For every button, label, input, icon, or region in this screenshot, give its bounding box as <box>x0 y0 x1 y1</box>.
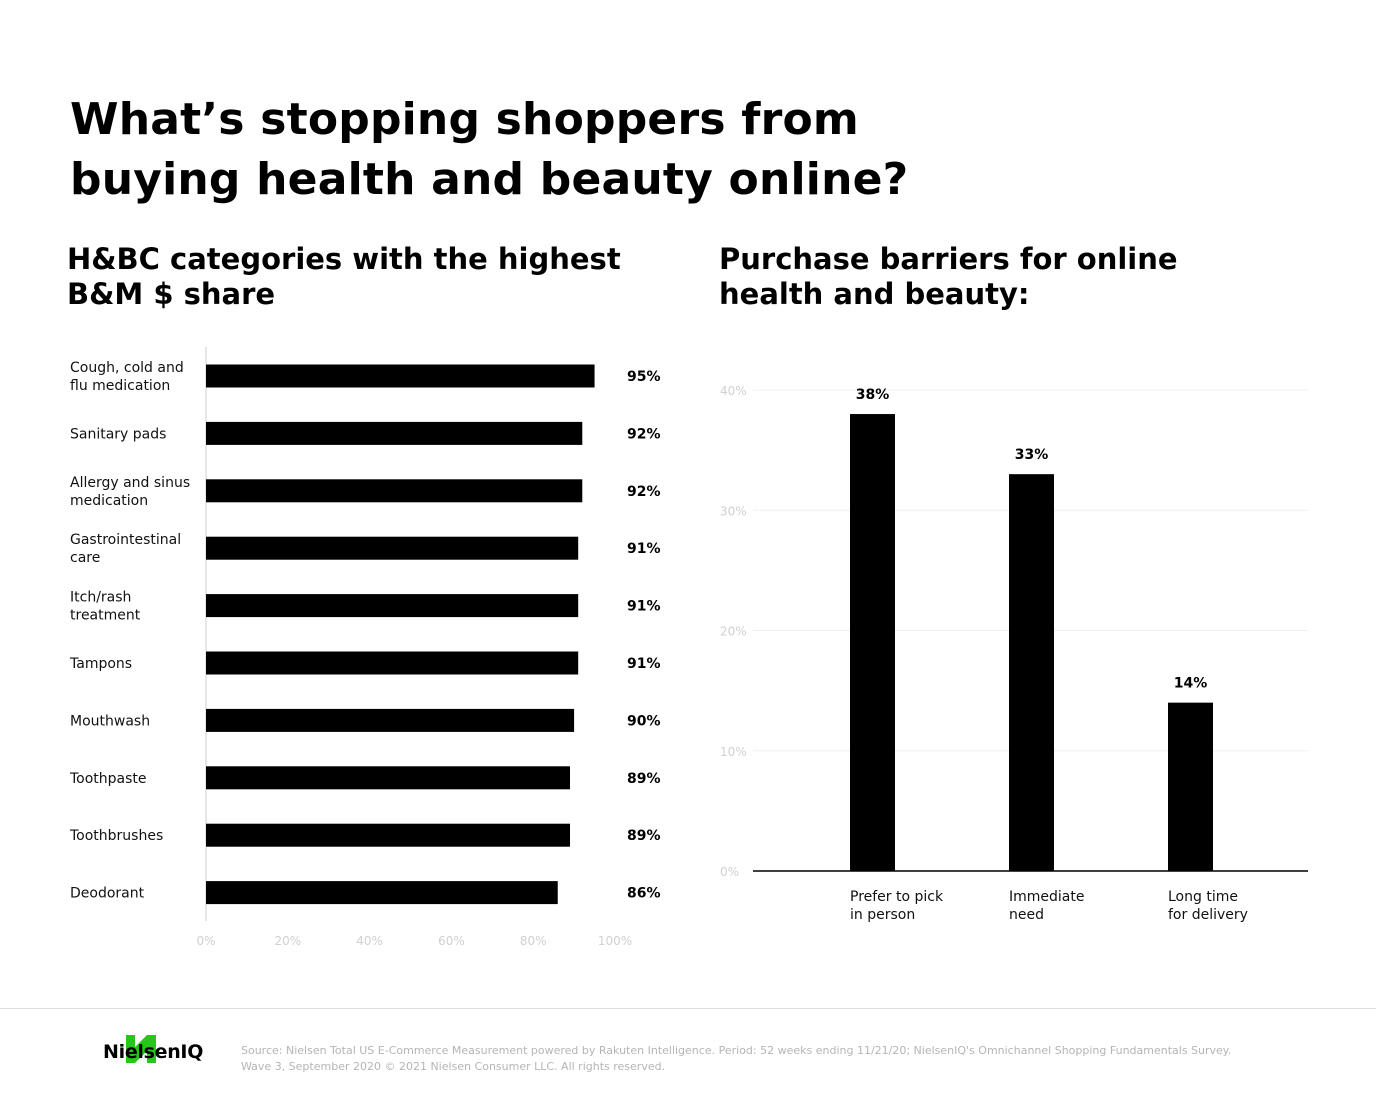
category-label-5-0: Tampons <box>69 656 132 672</box>
value-label-2: 92% <box>627 484 661 500</box>
right-chart-title: Purchase barriers for online health and … <box>719 242 1178 312</box>
bar-2 <box>1168 702 1213 871</box>
page-title-line-1: What’s stopping shoppers from <box>70 94 859 145</box>
page-title-line-2: buying health and beauty online? <box>70 154 909 205</box>
bar-0 <box>850 414 895 871</box>
category-label-9-0: Deodorant <box>70 886 145 902</box>
category-label-1-0: Immediate <box>1009 889 1084 905</box>
purchase-barriers-chart: 0% 10% 20% 30% 40% 38% Prefer to pick in person… <box>720 384 1308 923</box>
y-tick-label-1: 10% <box>720 745 747 759</box>
bar-3 <box>206 536 579 560</box>
value-label-4: 91% <box>627 599 661 615</box>
bar-1 <box>206 421 583 445</box>
x-tick-label-1: 20% <box>274 934 301 948</box>
bar-5 <box>206 651 579 675</box>
bar-4 <box>206 594 579 618</box>
footer-divider <box>0 1008 1376 1009</box>
category-label-3-1: care <box>70 550 100 566</box>
bar-7 <box>206 766 571 790</box>
x-tick-label-2: 40% <box>356 934 383 948</box>
y-tick-label-4: 40% <box>720 384 747 398</box>
nielseniq-logo-icon <box>126 1035 156 1063</box>
value-label-3: 91% <box>627 541 661 557</box>
bar-2 <box>206 479 583 503</box>
x-tick-label-5: 100% <box>598 934 632 948</box>
left-chart-title: H&BC categories with the highest B&M $ s… <box>67 242 621 312</box>
bar-9 <box>206 881 558 905</box>
value-label-5: 91% <box>627 656 661 672</box>
value-label-1: 33% <box>1015 447 1049 463</box>
source-note: Source: Nielsen Total US E-Commerce Meas… <box>241 1043 1261 1075</box>
category-label-0-0: Prefer to pick <box>850 889 944 905</box>
bar-6 <box>206 708 575 732</box>
page-title: What’s stopping shoppers from buying hea… <box>70 90 1070 210</box>
bar-1 <box>1009 474 1054 871</box>
left-chart-title-line-2: B&M $ share <box>67 277 276 311</box>
value-label-9: 86% <box>627 886 661 902</box>
category-label-8-0: Toothbrushes <box>69 828 163 844</box>
category-label-4-0: Itch/rash <box>70 590 131 606</box>
y-tick-label-2: 20% <box>720 625 747 639</box>
category-label-0-1: flu medication <box>70 378 170 394</box>
value-label-7: 89% <box>627 771 661 787</box>
x-tick-label-4: 80% <box>520 934 547 948</box>
value-label-0: 38% <box>856 387 890 403</box>
value-label-6: 90% <box>627 713 661 729</box>
category-label-2-1: for delivery <box>1168 907 1248 923</box>
x-tick-label-0: 0% <box>196 934 215 948</box>
source-note-line-1: Source: Nielsen Total US E-Commerce Meas… <box>241 1044 1232 1057</box>
category-label-4-1: treatment <box>70 608 141 624</box>
value-label-1: 92% <box>627 426 661 442</box>
right-chart-title-line-1: Purchase barriers for online <box>719 242 1178 276</box>
category-label-1-0: Sanitary pads <box>70 426 166 442</box>
value-label-0: 95% <box>627 369 661 385</box>
category-label-0-0: Cough, cold and <box>70 360 184 376</box>
category-label-2-0: Allergy and sinus <box>70 475 190 491</box>
bar-0 <box>206 364 595 388</box>
source-note-line-2: Wave 3, September 2020 © 2021 Nielsen Co… <box>241 1060 666 1073</box>
category-label-7-0: Toothpaste <box>69 771 147 787</box>
x-tick-label-3: 60% <box>438 934 465 948</box>
category-label-3-0: Gastrointestinal <box>70 532 181 548</box>
value-label-8: 89% <box>627 828 661 844</box>
value-label-2: 14% <box>1174 676 1208 692</box>
y-tick-label-3: 30% <box>720 504 747 518</box>
category-label-6-0: Mouthwash <box>70 713 150 729</box>
nielseniq-brand-name: NielsenIQ <box>103 1041 204 1063</box>
right-chart-title-line-2: health and beauty: <box>719 277 1030 311</box>
bar-8 <box>206 823 571 847</box>
category-label-1-1: need <box>1009 907 1044 923</box>
left-chart-title-line-1: H&BC categories with the highest <box>67 242 621 276</box>
category-share-chart: 95% Cough, cold and flu medication 92% Sanit… <box>69 347 661 948</box>
category-label-2-0: Long time <box>1168 889 1238 905</box>
category-label-2-1: medication <box>70 493 148 509</box>
category-label-0-1: in person <box>850 907 915 923</box>
y-tick-label-0: 0% <box>720 865 739 879</box>
